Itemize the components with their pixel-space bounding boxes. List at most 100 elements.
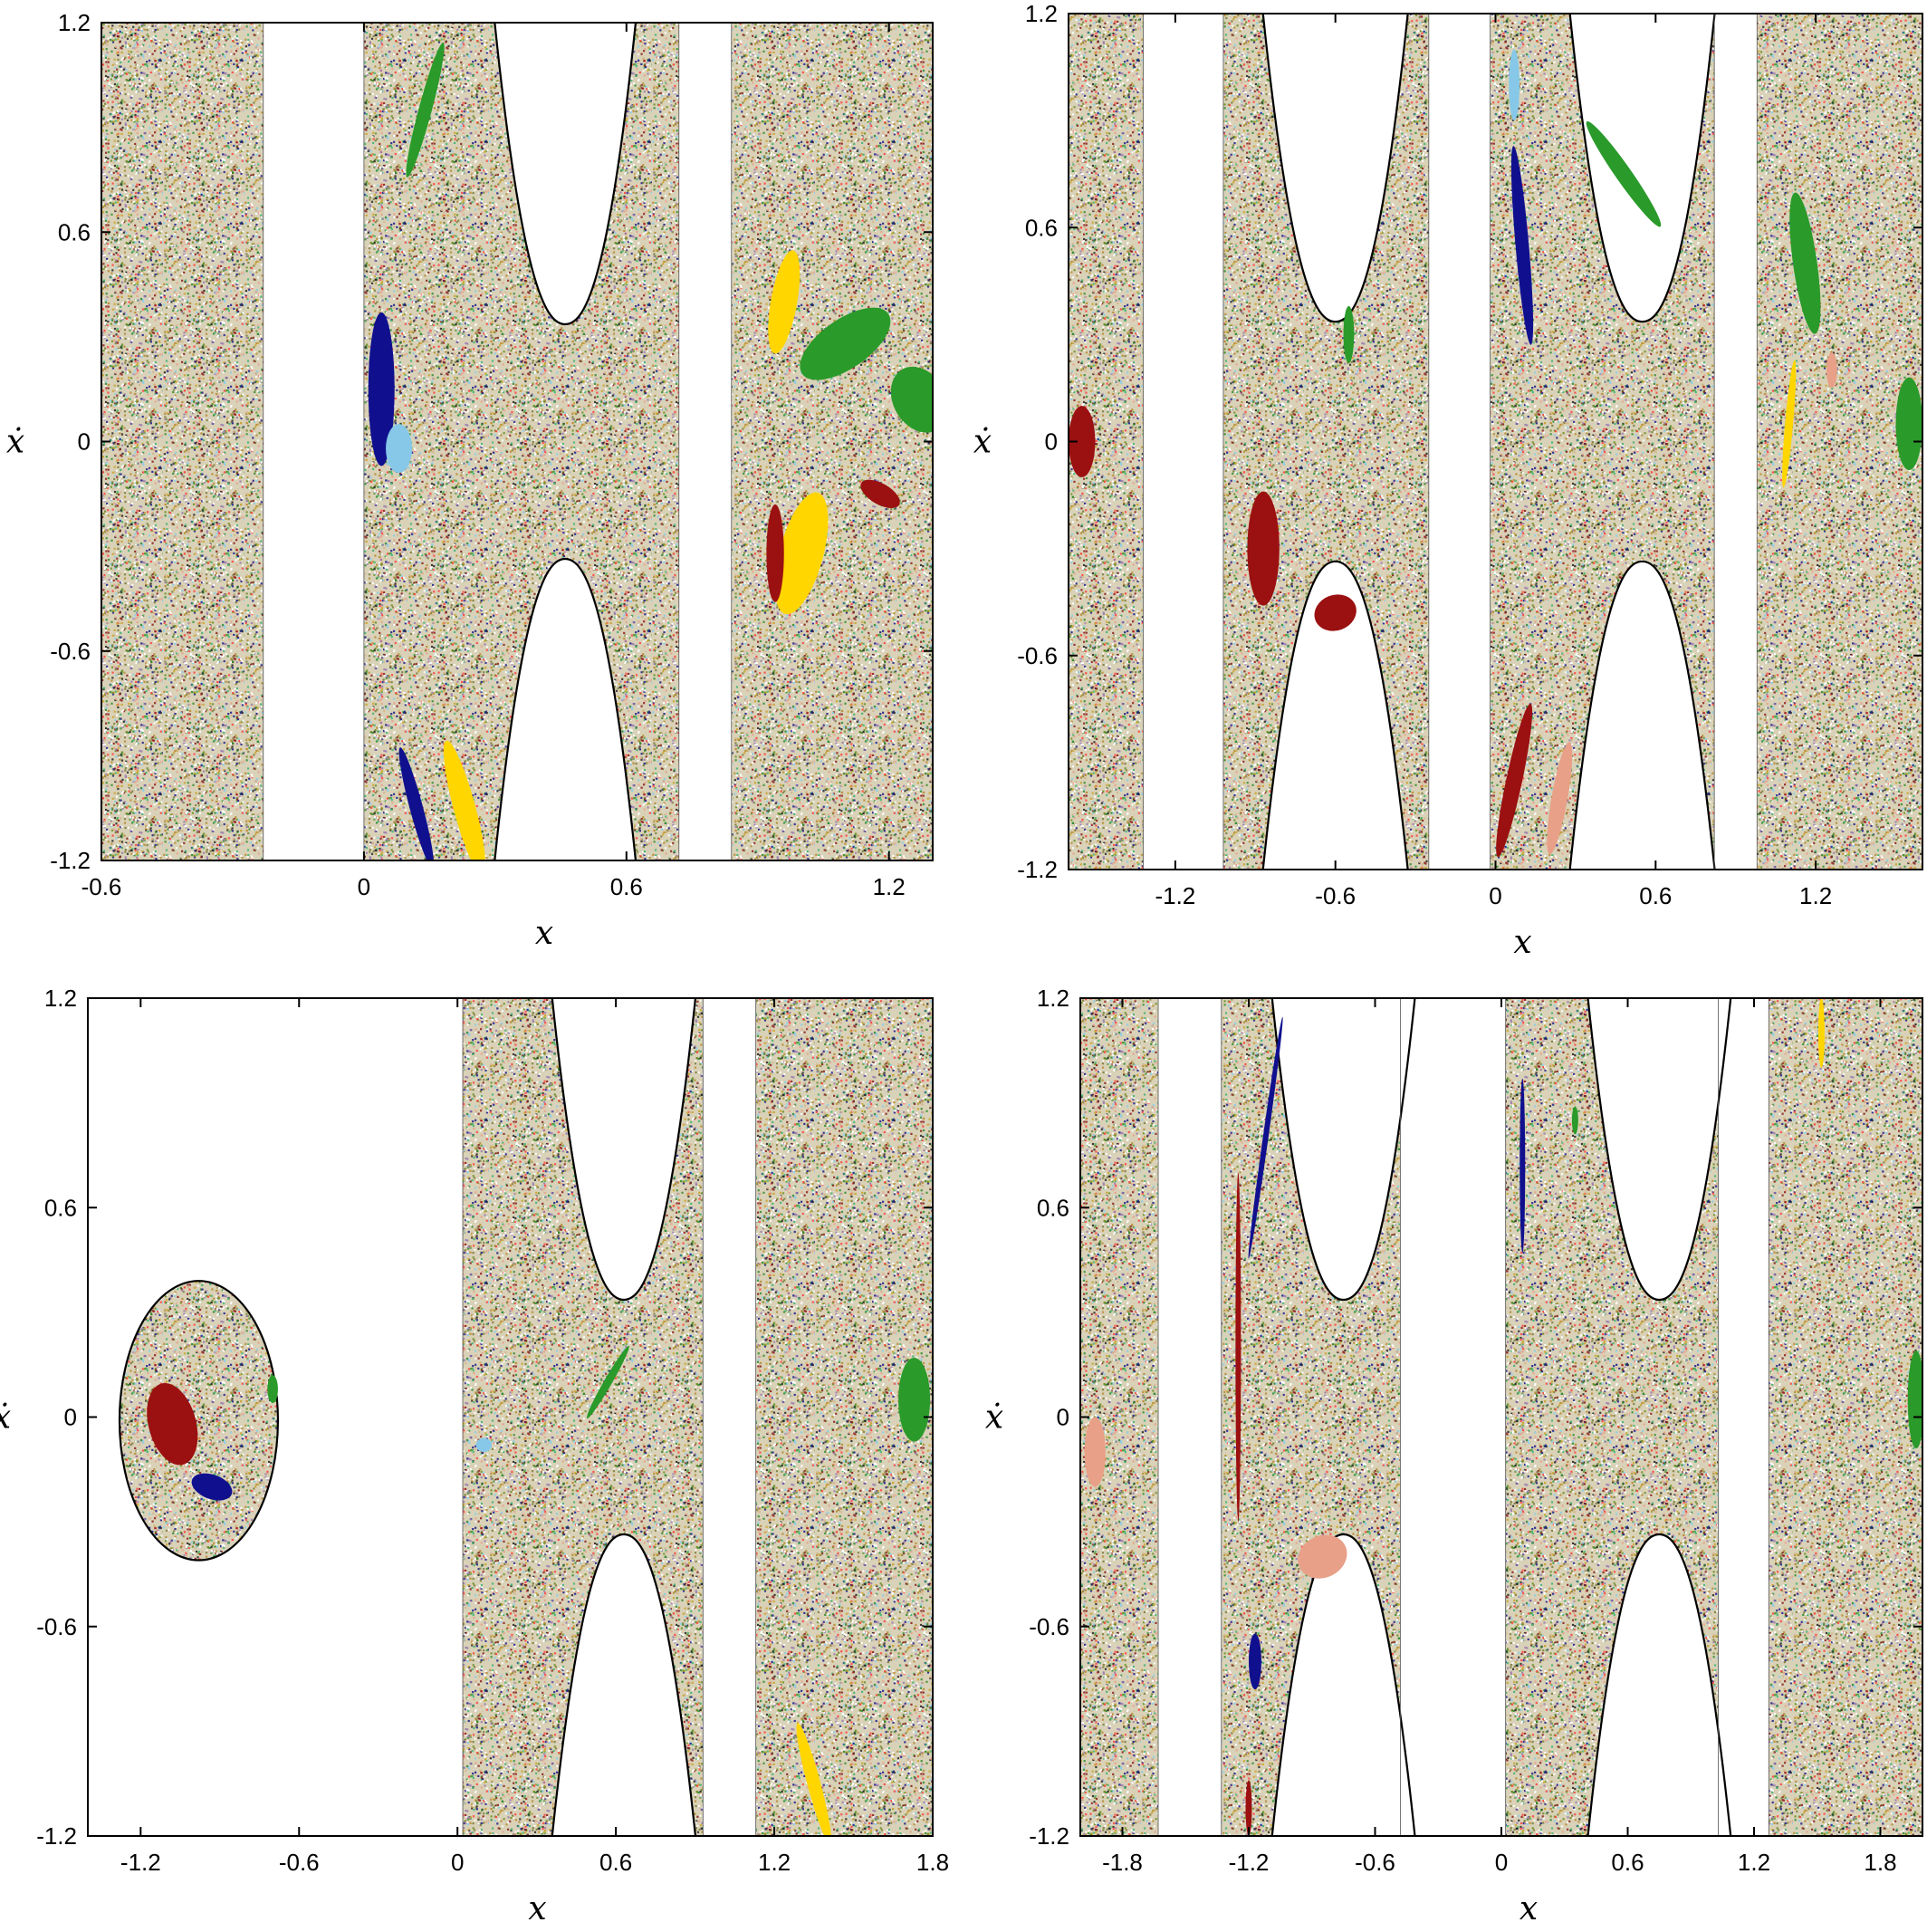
x-tick-label: -0.6: [81, 873, 122, 900]
regular-island: [1510, 146, 1534, 345]
y-tick-label: -0.6: [50, 638, 91, 665]
x-tick-label: 1.2: [873, 873, 906, 900]
zero-velocity-curve: [494, 557, 638, 860]
y-tick-label: 0: [1057, 1404, 1069, 1431]
zero-velocity-curve: [1270, 998, 1416, 1302]
forbidden-region-top: [1262, 14, 1408, 322]
panel-top-right: -1.2 -0.6 0 0.6 1.2 -1.2 -0.6 0 0.6 1.2 x ẋ: [973, 0, 1923, 961]
y-tick-label: 0.6: [44, 1194, 77, 1221]
forbidden-region-bottom: [494, 559, 636, 860]
zero-velocity-curve: [494, 23, 638, 326]
y-tick-label: 1.2: [58, 9, 91, 36]
regular-island: [1249, 1633, 1261, 1690]
regular-island: [1547, 742, 1573, 855]
y-tick-label: -1.2: [1029, 1822, 1069, 1850]
regular-island: [1789, 192, 1821, 334]
x-tick-label: 0.6: [610, 873, 643, 900]
y-tick-label: -1.2: [50, 847, 91, 874]
regular-island: [1586, 120, 1662, 227]
regular-island: [475, 1437, 493, 1453]
zero-velocity-curve: [1568, 560, 1716, 870]
forbidden-region-bottom: [1262, 561, 1408, 870]
plot-area: [1069, 14, 1922, 870]
plot-area: [118, 998, 933, 1836]
x-tick-label: 0: [1495, 1849, 1508, 1876]
y-tick-label: -0.6: [1017, 642, 1058, 669]
x-tick-label: -0.6: [279, 1849, 320, 1876]
x-axis-label: x: [1513, 924, 1531, 961]
forbidden-region-bottom: [551, 1534, 695, 1836]
y-tick-label: 0: [64, 1404, 77, 1431]
regular-island: [796, 1723, 832, 1836]
y-tick-label: 1.2: [1025, 0, 1058, 27]
forbidden-region-bottom: [1587, 1534, 1731, 1836]
panel-bottom-right: -1.8 -1.2 -0.6 0 0.6 1.2 1.8 -1.2 -0.6 0 0.6 1.2 x ẋ: [985, 985, 1923, 1927]
regular-island: [768, 250, 801, 354]
forbidden-region-top: [551, 998, 695, 1300]
regular-island: [1343, 305, 1355, 363]
regular-island: [406, 42, 445, 178]
zero-velocity-curve: [551, 1533, 697, 1836]
x-tick-label: -1.2: [1229, 1849, 1270, 1876]
zero-velocity-curve: [1261, 560, 1409, 870]
regular-island: [1235, 1172, 1242, 1523]
x-tick-label: 1.2: [1738, 1849, 1770, 1876]
zero-velocity-curve: [1568, 14, 1716, 323]
x-tick-label: -0.6: [1355, 1849, 1395, 1876]
zero-velocity-curve: [1587, 998, 1732, 1302]
x-tick-label: -1.8: [1102, 1849, 1143, 1876]
zero-velocity-curve: [1270, 1533, 1416, 1836]
regular-island: [1895, 377, 1922, 470]
regular-island: [1248, 1016, 1283, 1259]
y-tick-label: 0.6: [58, 218, 91, 245]
x-tick-label: -1.2: [1155, 882, 1195, 909]
x-tick-label: 1.8: [1864, 1849, 1896, 1876]
regular-island: [1907, 1350, 1922, 1449]
zero-velocity-curve: [1587, 1533, 1732, 1836]
forbidden-region-bottom: [1271, 1534, 1415, 1836]
regular-island: [800, 307, 891, 380]
x-tick-label: 0.6: [1611, 1849, 1644, 1876]
regular-island: [386, 424, 413, 474]
regular-island: [191, 1473, 233, 1501]
plot-area: [101, 23, 933, 860]
x-tick-label: 0.6: [1639, 882, 1672, 909]
forbidden-region-top: [1587, 998, 1731, 1300]
x-axis-label: x: [528, 1890, 546, 1927]
regular-island: [1826, 352, 1837, 389]
x-tick-label: -0.6: [1315, 882, 1356, 909]
chaotic-band: [1080, 998, 1159, 1836]
regular-island: [1817, 998, 1825, 1069]
x-tick-label: 0: [451, 1849, 464, 1876]
y-tick-label: -1.2: [36, 1822, 77, 1850]
forbidden-region-top: [1271, 998, 1415, 1300]
regular-island: [586, 1345, 629, 1419]
chaotic-band: [1769, 998, 1922, 1836]
regular-island: [1247, 491, 1280, 606]
x-tick-label: 0.6: [599, 1849, 632, 1876]
x-tick-label: -1.2: [120, 1849, 161, 1876]
forbidden-region-top: [494, 23, 636, 324]
trapped-region: [118, 1280, 280, 1562]
regular-island: [1782, 360, 1797, 488]
x-tick-label: 1.8: [916, 1849, 949, 1876]
y-tick-label: -0.6: [1029, 1613, 1069, 1640]
regular-island: [890, 366, 933, 433]
regular-island: [267, 1375, 278, 1404]
plot-area: [1080, 998, 1922, 1836]
forbidden-region-top: [1569, 14, 1715, 322]
regular-island: [398, 747, 435, 860]
regular-island: [1298, 1534, 1347, 1579]
zero-velocity-curve: [1261, 14, 1409, 323]
chaotic-band: [101, 23, 264, 860]
chaotic-band: [731, 23, 933, 860]
y-tick-label: 0: [78, 428, 91, 456]
regular-island: [1496, 703, 1533, 858]
zero-velocity-curve: [551, 998, 697, 1302]
regular-island: [1069, 406, 1096, 477]
x-axis-label: x: [1520, 1890, 1538, 1927]
y-axis-label: ẋ: [6, 424, 24, 461]
y-tick-label: 1.2: [44, 985, 77, 1012]
y-tick-label: 0: [1045, 428, 1058, 456]
